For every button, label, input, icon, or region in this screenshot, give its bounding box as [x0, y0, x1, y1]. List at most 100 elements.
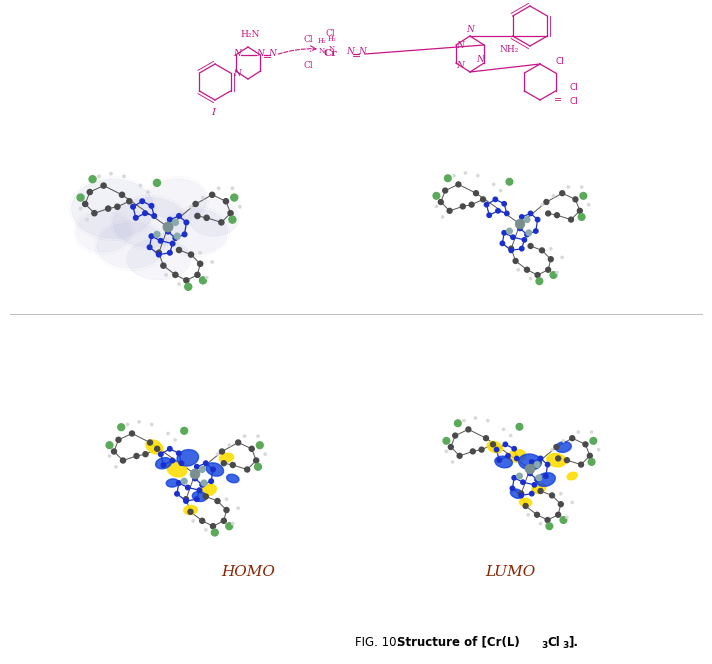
- Circle shape: [199, 251, 202, 254]
- Ellipse shape: [201, 485, 216, 496]
- Text: Cl: Cl: [325, 29, 335, 39]
- Ellipse shape: [547, 454, 566, 467]
- Circle shape: [120, 458, 125, 463]
- Circle shape: [503, 442, 508, 447]
- Circle shape: [188, 509, 193, 515]
- Text: N: N: [234, 48, 241, 58]
- Ellipse shape: [177, 450, 199, 466]
- Circle shape: [523, 503, 528, 509]
- Circle shape: [565, 516, 569, 519]
- Circle shape: [538, 489, 543, 493]
- Circle shape: [231, 522, 234, 525]
- Circle shape: [527, 513, 530, 517]
- Text: Cl: Cl: [570, 98, 579, 106]
- Circle shape: [512, 475, 516, 480]
- Ellipse shape: [127, 238, 191, 280]
- Circle shape: [439, 200, 444, 205]
- Circle shape: [457, 454, 462, 458]
- Circle shape: [449, 444, 454, 450]
- Ellipse shape: [226, 474, 239, 483]
- Circle shape: [587, 203, 590, 207]
- Circle shape: [230, 463, 236, 467]
- Circle shape: [528, 211, 533, 216]
- Circle shape: [231, 194, 238, 201]
- Circle shape: [117, 424, 125, 431]
- Circle shape: [525, 268, 530, 272]
- Circle shape: [560, 191, 565, 196]
- Circle shape: [444, 175, 451, 181]
- Circle shape: [481, 197, 486, 202]
- Ellipse shape: [532, 483, 545, 493]
- Circle shape: [539, 522, 542, 525]
- Circle shape: [253, 458, 258, 463]
- Circle shape: [204, 494, 209, 499]
- Text: Cl: Cl: [303, 35, 313, 44]
- Circle shape: [134, 454, 139, 459]
- Circle shape: [540, 248, 545, 253]
- Circle shape: [245, 467, 250, 472]
- Circle shape: [476, 174, 479, 177]
- Text: =: =: [554, 95, 562, 105]
- Circle shape: [536, 278, 543, 285]
- Circle shape: [219, 449, 224, 454]
- Circle shape: [155, 446, 159, 452]
- Circle shape: [106, 442, 113, 449]
- Circle shape: [550, 272, 557, 278]
- Circle shape: [535, 477, 539, 482]
- Ellipse shape: [155, 457, 172, 469]
- Circle shape: [453, 433, 458, 438]
- Circle shape: [517, 473, 523, 479]
- Circle shape: [194, 465, 199, 469]
- Circle shape: [597, 448, 600, 452]
- Circle shape: [177, 451, 181, 456]
- Circle shape: [184, 497, 189, 502]
- Circle shape: [558, 502, 563, 507]
- Circle shape: [256, 434, 260, 438]
- Circle shape: [170, 241, 175, 246]
- Circle shape: [179, 461, 184, 465]
- Circle shape: [545, 517, 550, 523]
- Circle shape: [217, 187, 220, 190]
- Circle shape: [560, 256, 564, 259]
- Circle shape: [170, 458, 174, 463]
- Circle shape: [509, 434, 512, 437]
- Circle shape: [158, 238, 163, 243]
- Text: Cr: Cr: [323, 50, 337, 58]
- Circle shape: [177, 214, 182, 218]
- Circle shape: [590, 430, 593, 434]
- Ellipse shape: [520, 499, 532, 507]
- Circle shape: [137, 420, 141, 424]
- Circle shape: [263, 453, 267, 456]
- Circle shape: [519, 493, 523, 497]
- Circle shape: [545, 268, 550, 272]
- Circle shape: [200, 483, 204, 487]
- Circle shape: [502, 428, 506, 431]
- Circle shape: [515, 456, 519, 461]
- Ellipse shape: [147, 179, 207, 220]
- Circle shape: [577, 430, 580, 434]
- Circle shape: [228, 210, 233, 216]
- Circle shape: [451, 460, 454, 463]
- Circle shape: [534, 461, 540, 467]
- Text: H₂N: H₂N: [241, 30, 260, 39]
- Circle shape: [517, 268, 520, 272]
- Ellipse shape: [146, 440, 163, 454]
- Text: N: N: [456, 62, 464, 70]
- Text: Structure of [Cr(L): Structure of [Cr(L): [397, 635, 520, 649]
- Text: Cl: Cl: [570, 82, 579, 92]
- Circle shape: [225, 497, 228, 501]
- Circle shape: [496, 208, 501, 213]
- Text: Cl: Cl: [303, 62, 313, 70]
- Text: N: N: [476, 56, 484, 64]
- Circle shape: [166, 229, 170, 234]
- Circle shape: [226, 523, 233, 530]
- Ellipse shape: [555, 442, 571, 452]
- Circle shape: [590, 438, 597, 444]
- Circle shape: [150, 423, 153, 426]
- Ellipse shape: [76, 211, 131, 252]
- Circle shape: [197, 488, 201, 493]
- Circle shape: [167, 432, 169, 435]
- Ellipse shape: [495, 456, 513, 468]
- Circle shape: [130, 431, 135, 436]
- Circle shape: [147, 245, 152, 250]
